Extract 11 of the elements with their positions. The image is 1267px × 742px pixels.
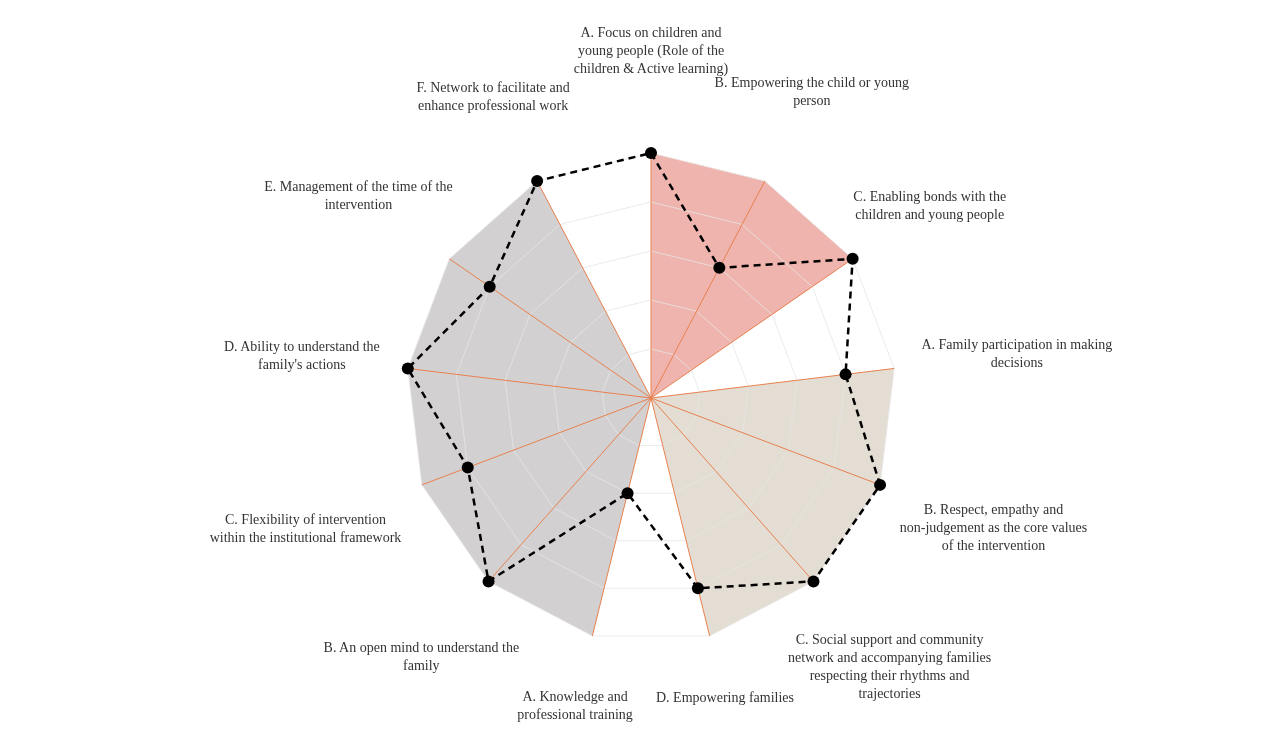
- spoke-label: A. Family participation in making decisions: [921, 336, 1113, 370]
- spoke-label: B. Respect, empathy and non-judgement as the core values of the intervention: [899, 501, 1088, 553]
- spoke-label: A. Focus on children and young people (Role of the children & Active learning): [573, 25, 729, 77]
- spoke-label: B. An open mind to understand the family: [323, 640, 520, 674]
- spoke-label: C. Flexibility of intervention within the institutional framework: [209, 512, 402, 546]
- spoke-label: E. Management of the time of the intervention: [264, 179, 453, 213]
- spoke-label: A. Knowledge and professional training: [517, 688, 633, 722]
- spoke-label: C. Enabling bonds with the children and young people: [853, 188, 1007, 222]
- spoke-label: D. Ability to understand the family's actions: [223, 338, 380, 372]
- spoke-label: D. Empowering families: [656, 690, 795, 706]
- spoke-label: F. Network to facilitate and enhance professional work: [416, 80, 570, 114]
